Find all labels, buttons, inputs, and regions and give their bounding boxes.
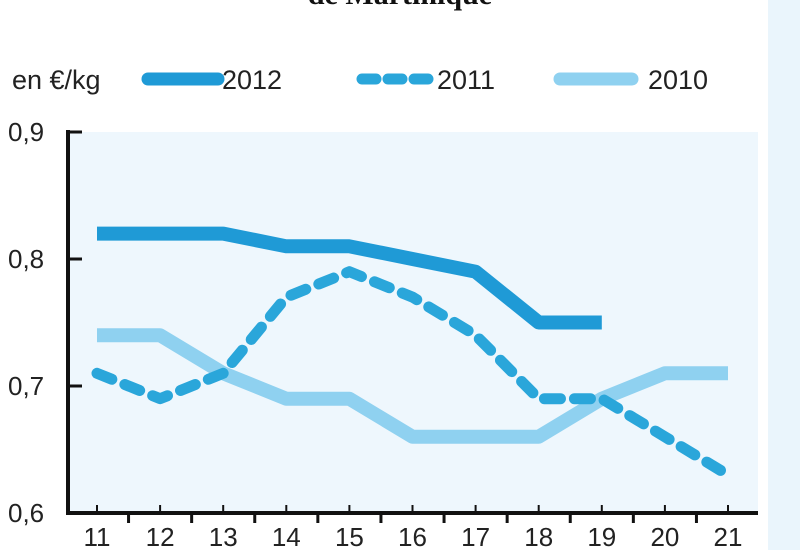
legend-label-2012: 2012 xyxy=(222,65,282,95)
x-tick-label: 19 xyxy=(587,522,616,550)
y-axis-unit-label: en €/kg xyxy=(12,65,101,95)
x-tick-label: 14 xyxy=(272,522,301,550)
y-tick-label: 0,7 xyxy=(8,371,44,401)
legend-label-2011: 2011 xyxy=(437,65,495,95)
legend: en €/kg 2012 2011 2010 xyxy=(12,65,708,95)
x-tick-label: 18 xyxy=(524,522,553,550)
series-line-2010 xyxy=(97,328,728,444)
series-line-2012 xyxy=(97,226,602,330)
plot-area xyxy=(68,132,758,513)
y-tick-label: 0,8 xyxy=(8,244,44,274)
x-tick-label: 12 xyxy=(146,522,175,550)
axes xyxy=(66,130,758,523)
x-tick-label: 16 xyxy=(398,522,427,550)
legend-label-2010: 2010 xyxy=(648,65,708,95)
x-tick-label: 15 xyxy=(335,522,364,550)
x-tick-label: 21 xyxy=(714,522,743,550)
series-line-2011 xyxy=(91,266,734,481)
chart-title: de Martinique xyxy=(250,0,550,12)
y-tick-label: 0,9 xyxy=(8,117,44,147)
y-tick-label: 0,6 xyxy=(8,498,44,528)
x-tick-label: 13 xyxy=(209,522,238,550)
x-tick-label: 20 xyxy=(650,522,679,550)
x-tick-label: 11 xyxy=(84,522,111,550)
x-tick-label: 17 xyxy=(461,522,490,550)
right-border-strip xyxy=(768,0,800,550)
series-lines xyxy=(91,226,734,481)
tick-labels: 0,6 0,7 0,8 0,9 11 12 13 14 15 16 17 18 19 20 21 xyxy=(8,117,742,550)
